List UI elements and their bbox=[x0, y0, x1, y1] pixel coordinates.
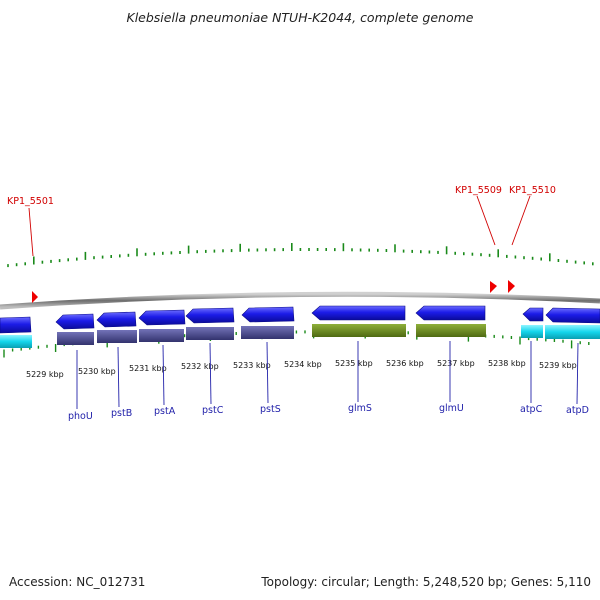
gene-arrow[interactable] bbox=[311, 305, 406, 321]
scale-label: 5230 kbp bbox=[78, 367, 116, 376]
scale-label: 5235 kbp bbox=[335, 359, 373, 368]
cds-block[interactable] bbox=[312, 324, 406, 337]
scale-label: 5231 kbp bbox=[129, 364, 167, 373]
upper-tick-track bbox=[7, 243, 594, 268]
gene-arrow[interactable] bbox=[138, 309, 186, 326]
gene-arrow-track bbox=[0, 305, 600, 334]
leader-line bbox=[576, 342, 579, 405]
cds-block[interactable] bbox=[0, 335, 32, 348]
scale-label: 5234 kbp bbox=[284, 360, 322, 369]
leader-line bbox=[209, 342, 212, 405]
red-feature-marker[interactable] bbox=[490, 281, 497, 293]
leader-line bbox=[511, 195, 531, 246]
gene-arrow[interactable] bbox=[241, 306, 295, 323]
accession-text: Accession: NC_012731 bbox=[9, 575, 146, 589]
gene-arrow[interactable] bbox=[0, 316, 32, 334]
gene-arrow[interactable] bbox=[522, 307, 544, 322]
scale-label: 5232 kbp bbox=[181, 362, 219, 371]
gene-leader-lines bbox=[76, 341, 579, 409]
cds-track bbox=[0, 324, 600, 348]
scale-labels: 5229 kbp 5230 kbp 5231 kbp 5232 kbp 5233… bbox=[26, 359, 577, 379]
cds-block[interactable] bbox=[139, 329, 184, 342]
gene-label-pstb[interactable]: pstB bbox=[111, 408, 132, 419]
cds-block[interactable] bbox=[97, 330, 137, 343]
leader-line bbox=[162, 344, 165, 406]
scale-label: 5237 kbp bbox=[437, 359, 475, 368]
gene-arrow[interactable] bbox=[96, 311, 137, 328]
cds-block[interactable] bbox=[545, 325, 600, 339]
gene-label-atpd[interactable]: atpD bbox=[566, 405, 589, 416]
scale-label: 5236 kbp bbox=[386, 359, 424, 368]
scale-label: 5229 kbp bbox=[26, 370, 64, 379]
scale-label: 5239 kbp bbox=[539, 361, 577, 370]
red-feature-marker[interactable] bbox=[32, 291, 38, 303]
feature-label-kp1-5510[interactable]: KP1_5510 bbox=[509, 185, 556, 196]
cds-block[interactable] bbox=[416, 324, 486, 337]
gene-label-psts[interactable]: pstS bbox=[260, 404, 281, 415]
gene-label-atpc[interactable]: atpC bbox=[520, 404, 543, 415]
genome-summary-text: Topology: circular; Length: 5,248,520 bp… bbox=[261, 575, 591, 589]
cds-block[interactable] bbox=[521, 325, 543, 338]
map-title: Klebsiella pneumoniae NTUH-K2044, comple… bbox=[126, 10, 474, 25]
red-feature-labels: KP1_5501 KP1_5509 KP1_5510 bbox=[7, 185, 556, 207]
cds-block[interactable] bbox=[186, 327, 234, 340]
scale-label: 5233 kbp bbox=[233, 361, 271, 370]
feature-label-kp1-5501[interactable]: KP1_5501 bbox=[7, 196, 54, 207]
leader-line bbox=[266, 341, 269, 404]
genome-backbone bbox=[0, 291, 600, 310]
cds-block[interactable] bbox=[241, 326, 294, 339]
cds-block[interactable] bbox=[57, 332, 94, 345]
gene-arrow[interactable] bbox=[545, 307, 600, 324]
leader-line bbox=[28, 207, 34, 257]
gene-label-pstc[interactable]: pstC bbox=[202, 405, 224, 416]
gene-label-psta[interactable]: pstA bbox=[154, 406, 176, 417]
red-leader-lines bbox=[28, 195, 531, 257]
leader-line bbox=[476, 195, 496, 246]
gene-arrow[interactable] bbox=[55, 313, 95, 330]
gene-label-glmu[interactable]: glmU bbox=[439, 403, 464, 414]
gene-labels: phoU pstB pstA pstC pstS glmS glmU atpC … bbox=[68, 403, 589, 422]
gene-label-glms[interactable]: glmS bbox=[348, 403, 372, 414]
gene-arrow[interactable] bbox=[185, 307, 235, 324]
scale-label: 5238 kbp bbox=[488, 359, 526, 368]
gene-label-phou[interactable]: phoU bbox=[68, 411, 93, 422]
red-feature-marker[interactable] bbox=[508, 280, 515, 293]
leader-line bbox=[117, 346, 120, 408]
feature-label-kp1-5509[interactable]: KP1_5509 bbox=[455, 185, 502, 196]
gene-arrow[interactable] bbox=[415, 305, 486, 321]
